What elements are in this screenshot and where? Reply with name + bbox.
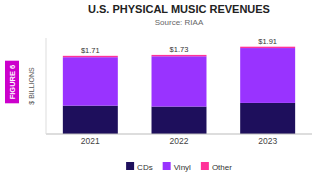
bar-segment bbox=[240, 48, 295, 103]
legend-swatch bbox=[163, 162, 171, 170]
bar-segment bbox=[152, 107, 207, 134]
x-tick-label: 2023 bbox=[258, 136, 277, 146]
figure-label: FIGURE 6 bbox=[5, 61, 19, 104]
bar-segment bbox=[152, 55, 207, 56]
bar-segment bbox=[63, 106, 118, 134]
y-label: $ BILLIONS bbox=[28, 67, 35, 105]
x-tick-label: 2022 bbox=[170, 136, 189, 146]
bar-segment bbox=[63, 57, 118, 105]
legend-item: Vinyl bbox=[163, 162, 191, 172]
bar-segment bbox=[63, 56, 118, 57]
bar-segment bbox=[152, 56, 207, 106]
legend-swatch bbox=[201, 162, 209, 170]
bar-segment bbox=[240, 47, 295, 48]
legend-item: Other bbox=[201, 162, 232, 172]
total-label: $1.73 bbox=[170, 45, 189, 54]
legend-label: Vinyl bbox=[174, 163, 191, 172]
legend-swatch bbox=[126, 162, 134, 170]
bar-segment bbox=[240, 103, 295, 134]
legend-label: CDs bbox=[137, 163, 153, 172]
legend-label: Other bbox=[212, 163, 232, 172]
x-tick-label: 2021 bbox=[81, 136, 100, 146]
legend-item: CDs bbox=[126, 162, 153, 172]
subtitle: Source: RIAA bbox=[155, 18, 204, 27]
total-label: $1.91 bbox=[258, 37, 277, 46]
chart: U.S. PHYSICAL MUSIC REVENUES Source: RIAA… bbox=[0, 0, 320, 180]
legend: CDs Vinyl Other bbox=[126, 162, 232, 172]
bars bbox=[63, 47, 295, 134]
figure-label-text: FIGURE 6 bbox=[8, 65, 17, 100]
y-axis bbox=[46, 38, 47, 134]
figure-label-bg bbox=[5, 61, 19, 104]
title: U.S. PHYSICAL MUSIC REVENUES bbox=[88, 3, 270, 15]
x-axis bbox=[46, 134, 312, 135]
total-label: $1.71 bbox=[81, 46, 100, 55]
